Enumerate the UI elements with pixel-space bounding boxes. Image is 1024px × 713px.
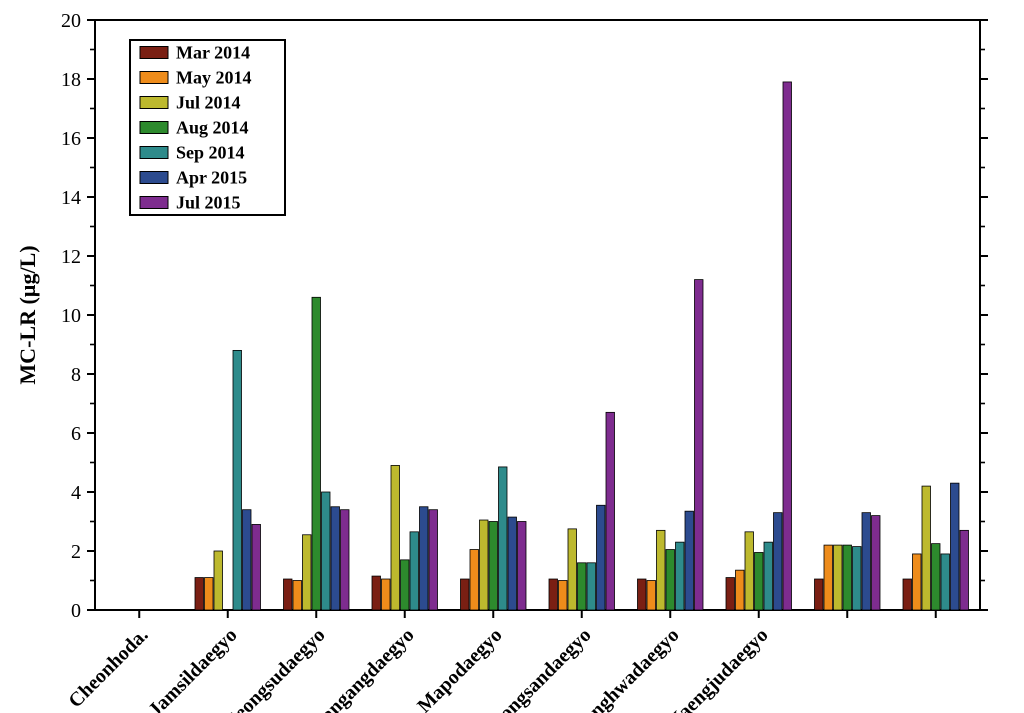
bar (597, 505, 606, 610)
bar (783, 82, 792, 610)
bar (499, 467, 508, 610)
bar (205, 578, 214, 610)
legend-swatch (140, 147, 168, 159)
bar (549, 579, 558, 610)
bar (606, 412, 615, 610)
bar (764, 542, 773, 610)
bar (480, 520, 489, 610)
bar (695, 280, 704, 610)
bar (685, 511, 694, 610)
bar (303, 535, 312, 610)
bar (843, 545, 852, 610)
bar (726, 578, 735, 610)
bar (322, 492, 331, 610)
bar (312, 297, 321, 610)
y-tick-label: 18 (61, 69, 81, 91)
bar (951, 483, 960, 610)
bar (862, 513, 871, 610)
bar (587, 563, 596, 610)
bar (755, 552, 764, 610)
y-tick-label: 14 (61, 187, 81, 209)
bar (331, 507, 340, 610)
bar (903, 579, 912, 610)
legend-label: Aug 2014 (176, 118, 249, 138)
legend-label: May 2014 (176, 68, 252, 88)
bar (913, 554, 922, 610)
bar (489, 522, 498, 611)
legend-swatch (140, 47, 168, 59)
bar (657, 530, 666, 610)
bar (872, 516, 881, 610)
y-tick-label: 8 (71, 364, 81, 386)
bar (922, 486, 931, 610)
legend-label: Sep 2014 (176, 143, 245, 163)
bar (518, 522, 527, 611)
legend-label: Mar 2014 (176, 43, 250, 63)
bar (401, 560, 410, 610)
bar (568, 529, 577, 610)
bar (382, 579, 391, 610)
bar (638, 579, 647, 610)
bar (666, 550, 675, 610)
bar (420, 507, 429, 610)
y-tick-label: 20 (61, 10, 81, 32)
y-tick-label: 16 (61, 128, 81, 150)
y-tick-label: 2 (71, 541, 81, 563)
bar (252, 524, 261, 610)
bar (736, 570, 745, 610)
bar (410, 532, 419, 610)
y-tick-label: 0 (71, 600, 81, 622)
bar (559, 581, 568, 611)
bar (195, 578, 204, 610)
bar (341, 510, 350, 610)
bar (233, 350, 242, 610)
chart-svg: 0 2 4 6 8 10 12 14 16 18 20 MC-LR (µg/L) Mar 2014 May… (0, 0, 1024, 713)
bar (676, 542, 685, 610)
chart-container: 0 2 4 6 8 10 12 14 16 18 20 MC-LR (µg/L) Mar 2014 May… (0, 0, 1024, 713)
bar (461, 579, 470, 610)
bar (647, 581, 656, 611)
legend-label: Jul 2014 (176, 93, 241, 113)
bar (508, 517, 517, 610)
y-axis-title: MC-LR (µg/L) (15, 245, 40, 384)
legend-swatch (140, 72, 168, 84)
bar (941, 554, 950, 610)
bar (932, 544, 941, 610)
bar (834, 545, 843, 610)
bar (824, 545, 833, 610)
bar (815, 579, 824, 610)
bar (293, 581, 302, 611)
bar (214, 551, 223, 610)
bar (578, 563, 587, 610)
y-tick-label: 4 (71, 482, 81, 504)
legend-swatch (140, 97, 168, 109)
bar (745, 532, 754, 610)
bar (429, 510, 438, 610)
legend-swatch (140, 197, 168, 209)
legend-label: Apr 2015 (176, 168, 247, 188)
bar (774, 513, 783, 610)
bar (960, 530, 969, 610)
legend-swatch (140, 122, 168, 134)
bar (853, 547, 862, 610)
bar (372, 576, 381, 610)
y-tick-label: 10 (61, 305, 81, 327)
bar (243, 510, 252, 610)
y-tick-label: 6 (71, 423, 81, 445)
bar (284, 579, 293, 610)
legend-swatch (140, 172, 168, 184)
bar (470, 550, 479, 610)
bar (391, 465, 400, 610)
legend-label: Jul 2015 (176, 193, 241, 213)
y-tick-label: 12 (61, 246, 81, 268)
